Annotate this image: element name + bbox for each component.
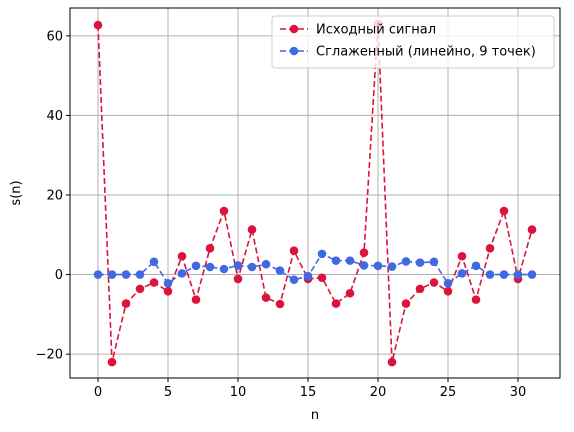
plot-series (93, 19, 537, 367)
data-point (247, 262, 257, 272)
y-tick-label: 40 (46, 109, 63, 124)
data-point (429, 257, 439, 267)
data-point (177, 251, 187, 261)
x-tick-label: 10 (230, 385, 247, 400)
data-point (345, 256, 355, 265)
data-point (429, 278, 439, 287)
legend-item: Сглаженный (линейно, 9 точек) (280, 45, 536, 60)
data-point (387, 262, 397, 271)
grid (70, 8, 560, 378)
data-point (499, 270, 509, 279)
data-point (345, 288, 355, 298)
legend-label: Сглаженный (линейно, 9 точек) (316, 45, 536, 60)
legend-box (271, 15, 555, 69)
data-point (513, 270, 523, 279)
data-point (93, 270, 103, 279)
y-tick-label: −20 (36, 348, 63, 363)
x-tick-label: 5 (164, 385, 172, 400)
data-point (317, 273, 327, 283)
data-point (121, 299, 131, 308)
data-point (149, 278, 159, 287)
data-point (359, 261, 369, 270)
data-point (219, 206, 229, 216)
series-line (97, 23, 533, 363)
y-tick-label: 20 (46, 188, 63, 203)
x-tick-label: 20 (370, 385, 387, 400)
data-point (191, 295, 201, 304)
data-point (149, 257, 159, 267)
legend-label: Исходный сигнал (316, 23, 436, 38)
data-point (261, 259, 271, 269)
x-axis-label: n (311, 408, 319, 423)
data-point (135, 270, 145, 279)
data-point (443, 286, 453, 296)
x-tick-label: 0 (94, 385, 102, 400)
y-tick-label: 0 (55, 268, 63, 283)
data-point (163, 286, 173, 296)
data-point (317, 249, 327, 259)
data-point (401, 257, 411, 266)
data-point (415, 258, 425, 267)
data-point (485, 270, 495, 279)
x-tick-label: 15 (300, 385, 317, 400)
legend-marker (289, 46, 299, 56)
data-point (527, 225, 537, 234)
x-tick-label: 25 (440, 385, 457, 400)
series-line (98, 252, 532, 285)
data-point (331, 256, 341, 265)
axis-ticks: 0 5 10 15 20 25 30 −20 0 20 40 60 (36, 29, 527, 400)
data-point (289, 246, 299, 255)
data-point (457, 251, 467, 261)
data-point (289, 275, 299, 285)
data-point (303, 271, 313, 281)
data-point (485, 244, 495, 253)
data-point (373, 261, 383, 271)
data-point (135, 284, 145, 294)
data-point (415, 284, 425, 294)
data-point (471, 261, 481, 271)
y-tick-label: 60 (46, 29, 63, 44)
data-point (443, 279, 453, 288)
x-tick-label: 30 (510, 385, 527, 400)
legend: Исходный сигнал Сглаженный (линейно, 9 то… (271, 15, 555, 69)
data-point (233, 274, 243, 284)
data-point (163, 279, 173, 288)
data-point (121, 270, 131, 279)
data-point (275, 266, 285, 275)
data-point (499, 206, 509, 216)
data-point (387, 357, 397, 367)
data-point (247, 225, 257, 234)
data-point (527, 270, 537, 279)
data-point (191, 261, 201, 271)
data-point (457, 269, 467, 278)
data-point (219, 264, 229, 274)
y-axis-label: s(n) (9, 180, 24, 205)
series-1 (93, 19, 537, 367)
legend-marker (289, 24, 299, 34)
data-point (107, 270, 117, 279)
data-point (177, 269, 187, 278)
data-point (93, 20, 103, 30)
data-point (331, 299, 341, 308)
data-point (205, 262, 215, 272)
data-point (401, 299, 411, 308)
data-point (275, 299, 285, 309)
legend-item: Исходный сигнал (280, 23, 436, 38)
data-point (205, 244, 215, 253)
series-2 (93, 249, 537, 288)
data-point (261, 293, 271, 302)
data-point (233, 261, 243, 270)
data-point (107, 357, 117, 367)
plot-frame (69, 7, 561, 379)
data-point (359, 248, 369, 257)
data-point (471, 295, 481, 304)
